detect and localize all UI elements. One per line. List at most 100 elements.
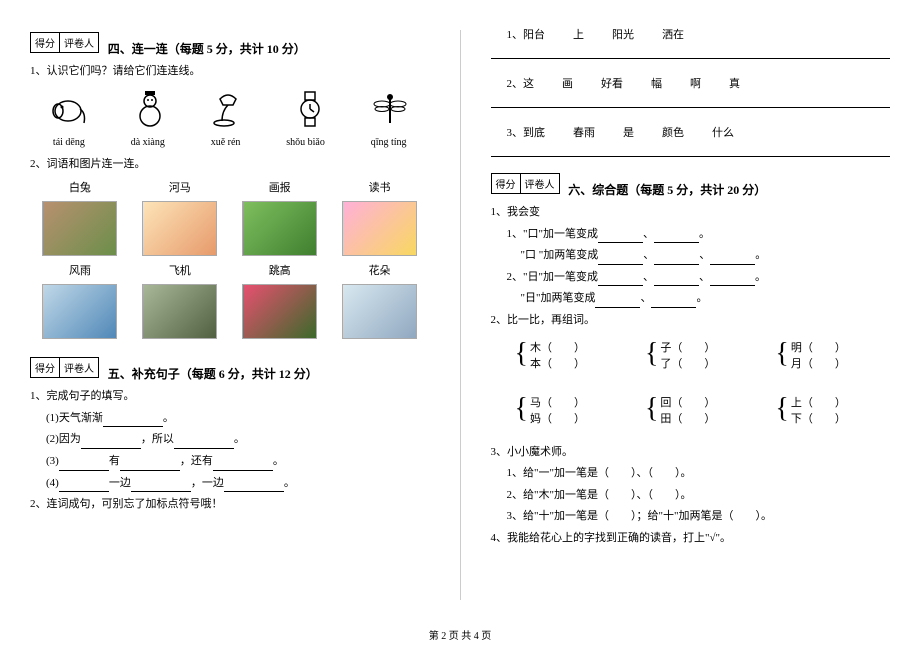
right-column: 1、阳台 上 阳光 洒在 2、这 画 好看 幅 啊 真 3、到底 春雨 是 颜色… — [461, 20, 920, 620]
word-item: 河马 — [169, 179, 191, 195]
char: 月 — [791, 358, 802, 370]
score-label: 得分 — [492, 174, 521, 193]
blank — [598, 274, 643, 286]
blank — [654, 253, 699, 265]
reading-image — [142, 201, 217, 256]
sentence-2: 2、这 画 好看 幅 啊 真 — [507, 75, 891, 91]
flower-image — [242, 284, 317, 339]
text: (1)天气渐渐 — [46, 412, 103, 424]
text: ，所以 — [141, 433, 174, 445]
s5-sub1: (1)天气渐渐。 — [46, 410, 430, 428]
section-4-head: 得分 评卷人 四、连一连（每题 5 分，共计 10 分） — [30, 32, 430, 57]
pinyin-item: xuě rén — [211, 137, 241, 148]
blank — [59, 480, 109, 492]
char: 子 — [660, 342, 671, 354]
text: ，还有 — [180, 455, 213, 467]
brace-icon: { — [775, 395, 788, 428]
blank — [654, 231, 699, 243]
s6-q1d: "日"加两笔变成、。 — [521, 290, 891, 308]
blank — [81, 437, 141, 449]
blank — [103, 415, 163, 427]
word: 幅 — [651, 75, 662, 91]
dragonfly-icon — [370, 89, 410, 129]
pinyin-row: tái dēng dà xiàng xuě rén shǒu biǎo qīng… — [30, 137, 430, 148]
text: ，一边 — [191, 477, 224, 489]
rabbit-image — [242, 201, 317, 256]
score-box: 得分 评卷人 — [30, 357, 99, 378]
word-item: 风雨 — [69, 262, 91, 278]
char: 了 — [660, 358, 671, 370]
s5-sub3: (3)有，还有。 — [46, 453, 430, 471]
s6-q3: 3、小小魔术师。 — [491, 444, 891, 462]
word: 1、阳台 — [507, 26, 546, 42]
word-item: 跳高 — [269, 262, 291, 278]
icon-row — [30, 89, 430, 129]
hippo-image — [42, 201, 117, 256]
answer-line — [491, 107, 891, 108]
blank — [120, 459, 180, 471]
pictorial-image — [342, 201, 417, 256]
brace-pair: {子（ ）了（ ） — [645, 340, 715, 373]
lamp-icon — [210, 89, 250, 129]
score-label: 得分 — [31, 358, 60, 377]
brace-pair: {马（ ）妈（ ） — [515, 395, 585, 428]
s5-sub4: (4)一边，一边。 — [46, 475, 430, 493]
word: 是 — [623, 124, 634, 140]
text: (3) — [46, 455, 59, 467]
image-row-2 — [30, 284, 430, 339]
brace-pair: {明（ ）月（ ） — [775, 340, 845, 373]
word-item: 飞机 — [169, 262, 191, 278]
elephant-icon — [50, 89, 90, 129]
word-item: 花朵 — [369, 262, 391, 278]
s5-q2: 2、连词成句，可别忘了加标点符号哦！ — [30, 496, 430, 514]
brace-group-2: {马（ ）妈（ ） {回（ ）田（ ） {上（ ）下（ ） — [515, 395, 891, 428]
word-item: 画报 — [269, 179, 291, 195]
s4-q2: 2、词语和图片连一连。 — [30, 156, 430, 174]
grader-label: 评卷人 — [60, 33, 98, 52]
s5-q1: 1、完成句子的填写。 — [30, 388, 430, 406]
char: 明 — [791, 342, 802, 354]
text: 1、"口"加一笔变成 — [507, 228, 598, 240]
char: 田 — [660, 413, 671, 425]
highjump-image — [42, 284, 117, 339]
s6-q3c: 3、给"十"加一笔是（ ）；给"十"加两笔是（ ）。 — [507, 508, 891, 526]
sentence-3: 3、到底 春雨 是 颜色 什么 — [507, 124, 891, 140]
storm-image — [142, 284, 217, 339]
s6-q1c: 2、"日"加一笔变成、、。 — [507, 269, 891, 287]
score-box: 得分 评卷人 — [491, 173, 560, 194]
pinyin-item: dà xiàng — [131, 137, 165, 148]
text: "口 "加两笔变成 — [521, 249, 599, 261]
blank — [710, 274, 755, 286]
grader-label: 评卷人 — [60, 358, 98, 377]
section-5-title: 五、补充句子（每题 6 分，共计 12 分） — [108, 365, 318, 382]
word: 春雨 — [573, 124, 595, 140]
word: 3、到底 — [507, 124, 546, 140]
brace-pair: {木（ ）本（ ） — [515, 340, 585, 373]
sentence-1: 1、阳台 上 阳光 洒在 — [507, 26, 891, 42]
s6-q1a: 1、"口"加一笔变成、。 — [507, 226, 891, 244]
blank — [651, 296, 696, 308]
watch-icon — [290, 89, 330, 129]
blank — [174, 437, 234, 449]
s5-sub2: (2)因为，所以。 — [46, 431, 430, 449]
blank — [224, 480, 284, 492]
word: 颜色 — [662, 124, 684, 140]
word: 上 — [573, 26, 584, 42]
char: 上 — [791, 397, 802, 409]
blank — [213, 459, 273, 471]
brace-pair: {回（ ）田（ ） — [645, 395, 715, 428]
char: 木 — [530, 342, 541, 354]
pinyin-item: tái dēng — [53, 137, 85, 148]
word: 2、这 — [507, 75, 535, 91]
text: 2、"日"加一笔变成 — [507, 271, 598, 283]
blank — [595, 296, 640, 308]
text: "日"加两笔变成 — [521, 292, 596, 304]
pinyin-item: shǒu biǎo — [286, 137, 325, 148]
word-item: 读书 — [369, 179, 391, 195]
section-6-title: 六、综合题（每题 5 分，共计 20 分） — [568, 181, 766, 198]
blank — [59, 459, 109, 471]
char: 马 — [530, 397, 541, 409]
s4-q1: 1、认识它们吗？请给它们连连线。 — [30, 63, 430, 81]
section-4-title: 四、连一连（每题 5 分，共计 10 分） — [108, 40, 306, 57]
word: 阳光 — [612, 26, 634, 42]
